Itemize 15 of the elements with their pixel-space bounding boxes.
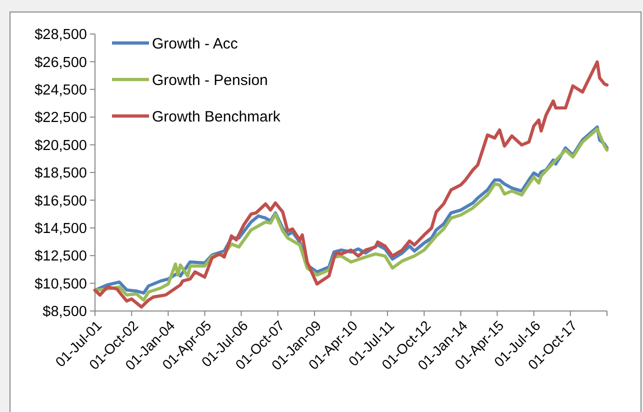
y-tick-label: $22,500 <box>34 110 87 126</box>
y-tick-label: $8,500 <box>42 304 87 320</box>
y-tick-label: $18,500 <box>34 166 87 182</box>
line-series <box>93 60 609 309</box>
legend-label: Growth - Pension <box>152 72 268 89</box>
y-tick-label: $14,500 <box>34 220 87 237</box>
y-tick-label: $26,500 <box>34 54 87 71</box>
y-tick-label: $28,500 <box>34 27 87 44</box>
y-tick-label: $12,500 <box>34 248 87 265</box>
y-tick-label: $20,500 <box>34 138 87 154</box>
y-tick-label: $16,500 <box>34 193 87 210</box>
y-tick-label: $24,500 <box>34 82 87 98</box>
legend-label: Growth Benchmark <box>152 108 281 126</box>
y-tick-label: $10,500 <box>34 276 87 292</box>
legend-label: Growth - Acc <box>152 35 238 52</box>
